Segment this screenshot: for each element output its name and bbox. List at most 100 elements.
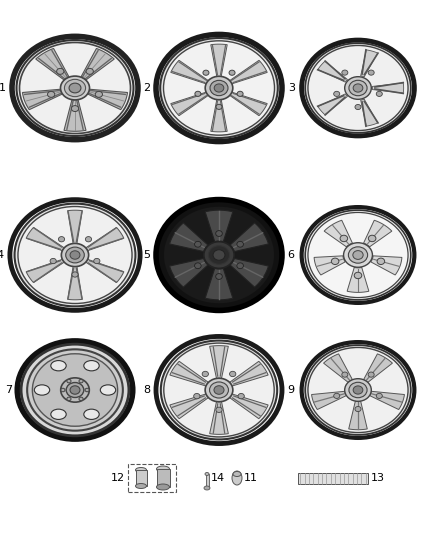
Ellipse shape — [305, 210, 411, 300]
Polygon shape — [372, 83, 404, 93]
Text: 2: 2 — [143, 83, 150, 93]
Ellipse shape — [162, 205, 276, 305]
Ellipse shape — [84, 360, 99, 371]
Ellipse shape — [208, 246, 230, 264]
Ellipse shape — [69, 83, 81, 93]
Ellipse shape — [331, 258, 339, 264]
Ellipse shape — [355, 104, 361, 110]
Polygon shape — [170, 361, 208, 386]
Ellipse shape — [156, 466, 170, 472]
Ellipse shape — [79, 397, 83, 401]
Ellipse shape — [66, 383, 84, 398]
Ellipse shape — [205, 472, 209, 475]
Ellipse shape — [86, 68, 93, 74]
Polygon shape — [230, 361, 268, 386]
Polygon shape — [364, 354, 392, 382]
Ellipse shape — [349, 80, 367, 96]
Polygon shape — [67, 266, 82, 300]
Ellipse shape — [216, 104, 222, 109]
Ellipse shape — [67, 379, 71, 383]
Polygon shape — [170, 223, 208, 252]
Ellipse shape — [84, 409, 99, 419]
Ellipse shape — [21, 344, 129, 436]
Polygon shape — [314, 256, 345, 275]
Polygon shape — [86, 228, 124, 251]
Ellipse shape — [334, 393, 340, 399]
Ellipse shape — [214, 84, 224, 92]
Ellipse shape — [342, 70, 348, 75]
Ellipse shape — [342, 372, 348, 377]
Polygon shape — [324, 354, 353, 382]
Ellipse shape — [376, 91, 382, 96]
Ellipse shape — [70, 386, 80, 394]
Ellipse shape — [61, 388, 65, 392]
Ellipse shape — [71, 106, 79, 111]
Ellipse shape — [213, 250, 225, 260]
Ellipse shape — [354, 272, 362, 279]
Ellipse shape — [340, 235, 348, 241]
Ellipse shape — [355, 407, 361, 411]
Text: 14: 14 — [211, 473, 225, 483]
Ellipse shape — [368, 70, 374, 75]
Ellipse shape — [376, 393, 382, 399]
Ellipse shape — [205, 76, 233, 100]
Polygon shape — [347, 268, 369, 293]
Ellipse shape — [215, 231, 223, 237]
Ellipse shape — [163, 41, 275, 135]
Ellipse shape — [61, 244, 88, 266]
Ellipse shape — [195, 91, 201, 96]
Ellipse shape — [334, 91, 340, 96]
Ellipse shape — [100, 385, 116, 395]
Ellipse shape — [237, 241, 244, 247]
Ellipse shape — [353, 251, 363, 260]
Text: 5: 5 — [143, 250, 150, 260]
Polygon shape — [171, 60, 209, 84]
Ellipse shape — [203, 70, 209, 75]
Polygon shape — [170, 259, 208, 287]
Ellipse shape — [51, 360, 66, 371]
Ellipse shape — [14, 204, 135, 306]
Ellipse shape — [94, 259, 100, 264]
Text: 1: 1 — [0, 83, 6, 93]
Ellipse shape — [215, 273, 223, 279]
Ellipse shape — [156, 484, 170, 490]
Ellipse shape — [368, 235, 376, 241]
Ellipse shape — [205, 378, 233, 402]
Polygon shape — [81, 49, 114, 80]
Ellipse shape — [47, 91, 55, 98]
Ellipse shape — [18, 206, 132, 303]
Polygon shape — [318, 94, 347, 115]
Polygon shape — [370, 391, 404, 409]
Ellipse shape — [238, 393, 244, 399]
Polygon shape — [324, 220, 353, 247]
Ellipse shape — [27, 349, 123, 431]
Text: 11: 11 — [244, 473, 258, 483]
Ellipse shape — [72, 272, 78, 277]
Text: 8: 8 — [143, 385, 150, 395]
Ellipse shape — [194, 393, 200, 399]
Ellipse shape — [237, 263, 244, 269]
Ellipse shape — [85, 237, 92, 242]
Ellipse shape — [233, 472, 241, 477]
Ellipse shape — [66, 247, 84, 263]
Ellipse shape — [70, 251, 80, 259]
Polygon shape — [364, 220, 392, 247]
Ellipse shape — [164, 343, 274, 437]
Ellipse shape — [348, 247, 367, 263]
Polygon shape — [205, 269, 233, 300]
Polygon shape — [171, 92, 209, 116]
Ellipse shape — [353, 386, 363, 394]
Polygon shape — [360, 50, 378, 77]
Bar — [135, 470, 146, 486]
Ellipse shape — [51, 409, 66, 419]
Ellipse shape — [79, 379, 83, 383]
Ellipse shape — [377, 258, 385, 264]
Polygon shape — [229, 92, 267, 116]
Bar — [128, 464, 176, 492]
Polygon shape — [26, 228, 64, 251]
Ellipse shape — [61, 378, 89, 402]
Ellipse shape — [64, 79, 85, 96]
Ellipse shape — [202, 372, 208, 377]
Ellipse shape — [343, 243, 372, 267]
Polygon shape — [26, 260, 64, 282]
